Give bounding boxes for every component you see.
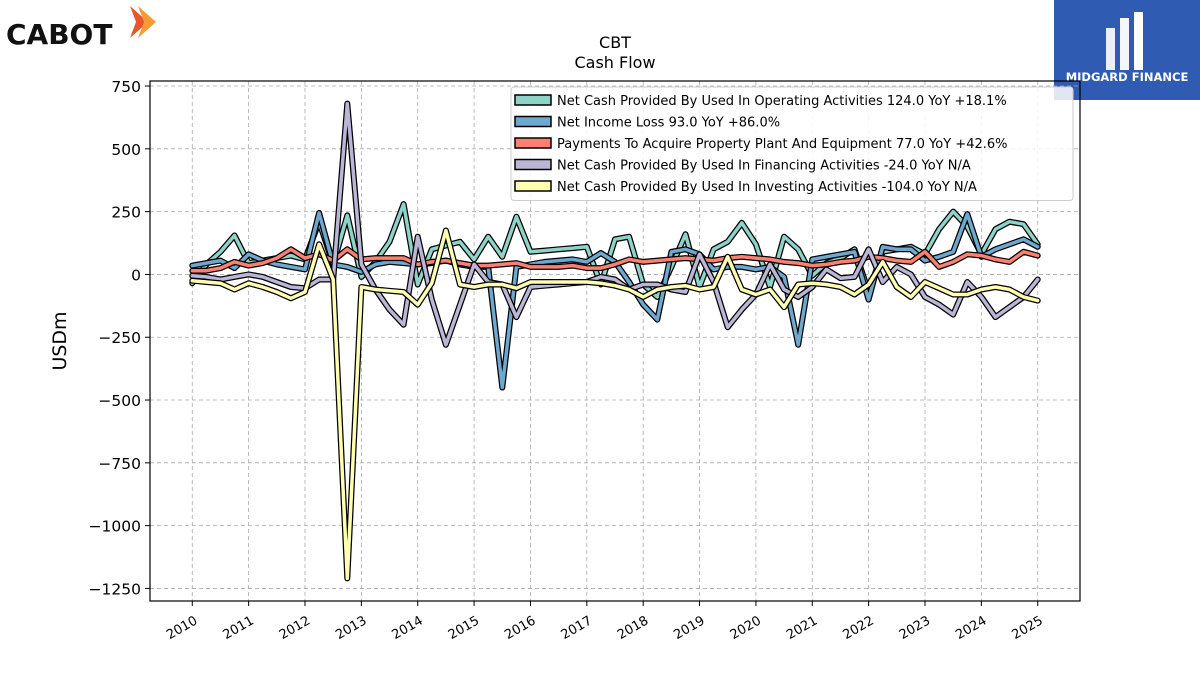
y-tick-label: 0 (131, 266, 141, 284)
x-tick-label: 2015 (446, 613, 482, 643)
brand-logo: CABOT (6, 4, 166, 54)
legend-entry: Net Income Loss 93.0 YoY +86.0% (557, 116, 780, 131)
legend-box (510, 86, 1074, 201)
legend-entry: Net Cash Provided By Used In Operating A… (557, 94, 1007, 109)
y-tick-label: −250 (98, 329, 141, 347)
legend-entry: Net Cash Provided By Used In Financing A… (557, 159, 971, 174)
series-4 (189, 227, 1041, 582)
x-tick-label: 2018 (615, 613, 651, 643)
x-tick-label: 2017 (559, 613, 595, 643)
partner-logo: MIDGARD FINANCE (1054, 0, 1200, 100)
y-tick-label: −1250 (89, 580, 141, 598)
x-tick-label: 2016 (502, 613, 538, 643)
x-tick-label: 2023 (897, 613, 933, 643)
legend-entry: Payments To Acquire Property Plant And E… (557, 137, 1008, 152)
legend-swatch (514, 158, 552, 171)
series-group (189, 100, 1041, 582)
legend-swatch (514, 137, 552, 149)
chart-subtitle: Cash Flow (574, 53, 655, 72)
y-tick-label: 750 (111, 78, 141, 96)
partner-name: MIDGARD FINANCE (1066, 70, 1189, 84)
x-tick-label: 2012 (277, 613, 313, 643)
legend-entry: Net Cash Provided By Used In Investing A… (557, 180, 977, 195)
chart-title: CBT (599, 33, 631, 52)
x-tick-label: 2014 (390, 613, 426, 643)
x-tick-label: 2022 (840, 613, 876, 643)
y-tick-label: −750 (98, 455, 141, 473)
x-tick-label: 2011 (220, 613, 256, 643)
legend-swatch (514, 94, 552, 106)
x-tick-label: 2020 (728, 613, 764, 643)
x-tick-label: 2013 (333, 613, 369, 643)
legend-swatch (514, 180, 552, 192)
partner-mark-bar-1 (1106, 28, 1115, 70)
x-tick-label: 2025 (1010, 613, 1046, 643)
y-axis-label: USDm (49, 311, 71, 370)
y-tick-label: 500 (111, 141, 141, 159)
brand-mark-icon-accent (138, 6, 156, 38)
partner-mark-bar-2 (1120, 18, 1129, 70)
x-tick-label: 2019 (671, 613, 707, 643)
x-tick-label: 2024 (953, 613, 989, 643)
y-tick-label: −1000 (89, 518, 141, 536)
y-tick-label: −500 (98, 392, 141, 410)
y-axis: 750 500 250 0 −250 −500 −750 −1000 −1250 (89, 78, 150, 598)
x-tick-label: 2021 (784, 613, 820, 643)
legend: Net Cash Provided By Used In Operating A… (510, 86, 1074, 201)
plot-frame (149, 80, 1081, 602)
brand-mark-icon (130, 6, 148, 38)
x-tick-label: 2010 (164, 613, 200, 643)
series-line (190, 228, 1040, 581)
y-tick-label: 250 (111, 204, 141, 222)
legend-swatch (514, 115, 552, 128)
x-axis: 2010 2011 2012 2013 2014 2015 2016 2017 2018 2019… (164, 601, 1046, 643)
partner-mark-bar-3 (1134, 12, 1143, 70)
brand-name: CABOT (6, 18, 112, 51)
